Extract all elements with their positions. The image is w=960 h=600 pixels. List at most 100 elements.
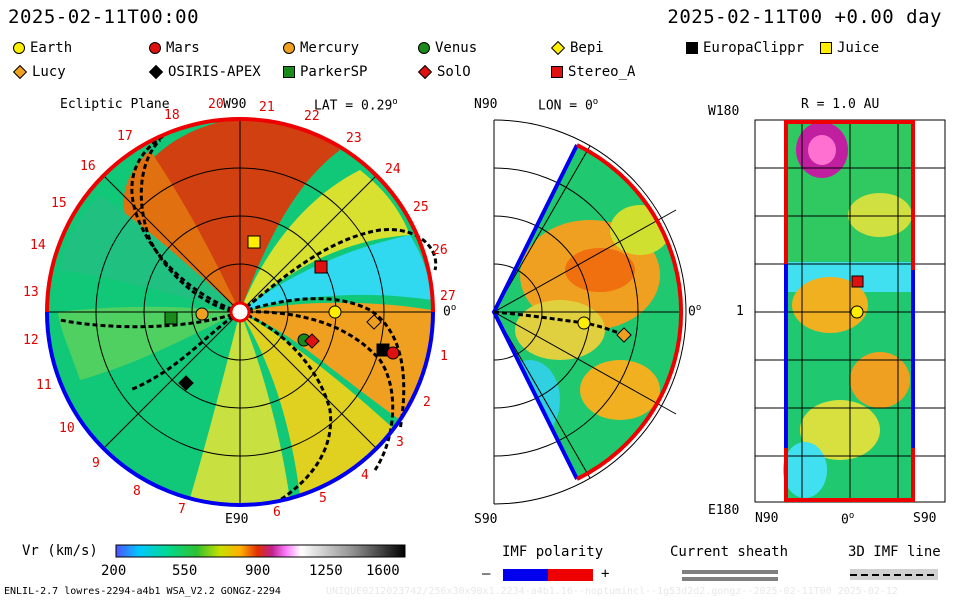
meridional-bottom-label: S90: [474, 512, 498, 527]
map-mid-left-label: 1: [736, 304, 744, 319]
legend-osiris-apex: OSIRIS-APEX: [148, 64, 261, 80]
carrington-tick: 16: [80, 159, 96, 174]
map-top-left-label: W180: [708, 104, 740, 119]
legend-label: Earth: [30, 40, 73, 56]
colorbar-tick: 550: [172, 563, 198, 579]
sun-icon: [229, 301, 251, 323]
carrington-tick: 10: [59, 421, 75, 436]
colorbar-tick: 900: [245, 563, 271, 579]
carrington-tick: 27: [440, 289, 456, 304]
legend-europaclipper: EuropaClippr: [686, 40, 804, 56]
legend-venus: Venus: [418, 40, 477, 56]
longitude-label: LON = 0o: [538, 97, 599, 114]
map-x-label-s90: S90: [913, 511, 937, 526]
ecliptic-top-label: W90: [223, 97, 247, 112]
carrington-tick: 3: [396, 435, 404, 450]
legend-stereo-a: Stereo_A: [551, 64, 635, 80]
radius-label: R = 1.0 AU: [801, 97, 880, 112]
parkersp-marker: [164, 311, 178, 325]
mercury-marker-icon: [283, 42, 295, 54]
legend-label: Lucy: [32, 64, 66, 80]
imf-line-swatch: [850, 569, 938, 580]
imf-line-title: 3D IMF line: [848, 544, 941, 560]
stereo-a-marker: [314, 260, 328, 274]
venus-marker-icon: [418, 42, 430, 54]
map-bottom-left-label: E180: [708, 503, 740, 518]
legend-juice: Juice: [820, 40, 879, 56]
europaclipper-marker-icon: [686, 42, 698, 54]
forecast-time: 2025-02-11T00 +0.00 day: [667, 6, 942, 28]
legend-label: Bepi: [570, 40, 604, 56]
carrington-tick: 24: [385, 162, 401, 177]
colorbar-tick: 1600: [366, 563, 400, 579]
colorbar-tick: 200: [101, 563, 127, 579]
imf-minus-label: –: [482, 566, 491, 582]
legend-label: Venus: [435, 40, 478, 56]
carrington-tick: 14: [30, 238, 46, 253]
carrington-tick: 9: [92, 456, 100, 471]
stereo-a-marker: [851, 275, 864, 288]
current-sheath-swatch: [682, 570, 778, 581]
current-sheath-title: Current sheath: [670, 544, 789, 560]
latitude-label: LAT = 0.29o: [314, 97, 398, 114]
meridional-panel: [491, 119, 687, 505]
earth-marker: [577, 316, 591, 330]
carrington-tick: 22: [304, 109, 320, 124]
carrington-tick: 4: [361, 468, 369, 483]
carrington-tick: 21: [259, 100, 275, 115]
carrington-tick: 5: [319, 491, 327, 506]
carrington-tick: 13: [23, 285, 39, 300]
carrington-tick: 15: [51, 196, 67, 211]
model-info: ENLIL-2.7 lowres-2294-a4b1 WSA_V2.2 GONG…: [4, 586, 281, 597]
imf-polarity-title: IMF polarity: [502, 544, 604, 560]
carrington-tick: 2: [423, 395, 431, 410]
carrington-tick: 23: [346, 131, 362, 146]
carrington-tick: 12: [23, 333, 39, 348]
imf-positive-swatch: [548, 569, 593, 581]
legend-label: Juice: [837, 40, 880, 56]
sphere-map-panel: [754, 119, 946, 503]
map-x-label-0: 0o: [841, 511, 855, 528]
run-id: UNIQUE0212023742/256x30x90x1.2234-a4b1.1…: [326, 586, 898, 597]
carrington-tick: 17: [117, 129, 133, 144]
map-x-label-n90: N90: [755, 511, 779, 526]
imf-plus-label: +: [601, 566, 610, 582]
legend-label: EuropaClippr: [703, 40, 805, 56]
meridional-top-label: N90: [474, 97, 498, 112]
earth-marker: [850, 305, 864, 319]
colorbar-tick: 1250: [309, 563, 343, 579]
parkersp-marker-icon: [283, 66, 295, 78]
carrington-tick: 1: [440, 349, 448, 364]
legend-bepi: Bepi: [550, 40, 604, 56]
carrington-tick: 11: [36, 378, 52, 393]
legend-label: Mars: [166, 40, 200, 56]
carrington-tick: 7: [178, 502, 186, 517]
legend-label: SolO: [437, 64, 471, 80]
solo-marker: [304, 333, 320, 349]
mars-marker-icon: [149, 42, 161, 54]
legend-lucy: Lucy: [12, 64, 66, 80]
osiris-apex-marker: [178, 375, 194, 391]
legend-parkersp: ParkerSP: [283, 64, 367, 80]
imf-negative-swatch: [503, 569, 548, 581]
legend-label: ParkerSP: [300, 64, 368, 80]
juice-marker: [247, 235, 261, 249]
legend-mars: Mars: [149, 40, 200, 56]
carrington-tick: 25: [413, 200, 429, 215]
model-time: 2025-02-11T00:00: [8, 6, 200, 28]
earth-marker: [328, 305, 342, 319]
ecliptic-right-label: 0o: [443, 303, 457, 320]
legend-mercury: Mercury: [283, 40, 359, 56]
ecliptic-title: Ecliptic Plane: [60, 97, 170, 112]
velocity-colorbar: [115, 544, 406, 558]
carrington-tick: 8: [133, 484, 141, 499]
mars-marker: [386, 346, 400, 360]
legend-label: Stereo_A: [568, 64, 636, 80]
earth-marker-icon: [13, 42, 25, 54]
legend-solo: SolO: [417, 64, 471, 80]
mercury-marker: [195, 307, 209, 321]
carrington-tick: 18: [164, 108, 180, 123]
legend-earth: Earth: [13, 40, 72, 56]
ecliptic-bottom-label: E90: [225, 512, 249, 527]
